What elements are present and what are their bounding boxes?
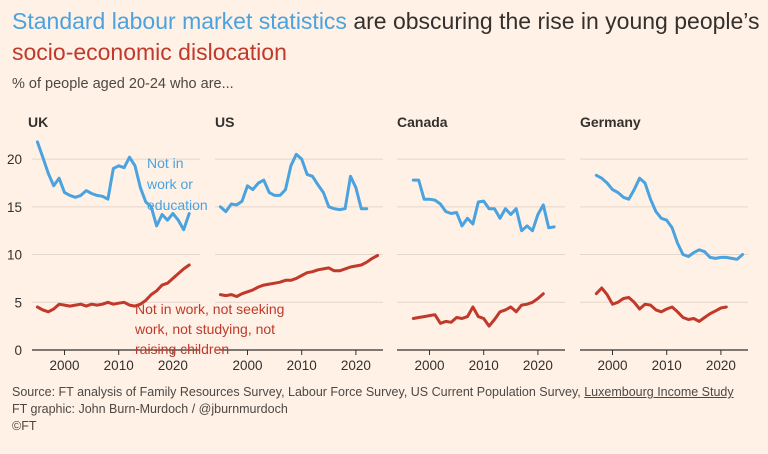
x-tick-label: 2010: [104, 358, 134, 373]
chart-title: Standard labour market statistics are ob…: [12, 6, 760, 68]
x-tick-label: 2010: [287, 358, 317, 373]
x-tick-label: 2000: [597, 358, 627, 373]
panel-title: Germany: [580, 114, 641, 130]
annotation-not-in-work-or-education: Not in: [147, 155, 184, 171]
annotation-not-in-work-not-seeking: Not in work, not seeking: [135, 301, 284, 317]
chart-footer: Source: FT analysis of Family Resources …: [12, 384, 762, 435]
x-tick-label: 2010: [652, 358, 682, 373]
y-tick-label: 0: [14, 343, 22, 358]
series-line-not-in-work-or-education: [411, 178, 556, 233]
graphic-credit: FT graphic: John Burn-Murdoch / @jburnmu…: [12, 402, 288, 416]
x-tick-label: 2020: [523, 358, 553, 373]
chart-canvas: 0 5 10 15 20 2000 2010 2020 UK 2000 2010 2020 US 2000…: [7, 114, 748, 373]
x-tick-label: 2000: [414, 358, 444, 373]
title-text: are obscuring the rise in young people’s: [346, 8, 760, 34]
annotation-not-in-work-or-education: work or: [146, 176, 193, 192]
x-tick-label: 2020: [706, 358, 736, 373]
x-tick-label: 2020: [158, 358, 188, 373]
title-highlight-red: socio-economic dislocation: [12, 39, 287, 65]
series-line-not-in-work-or-education: [35, 140, 191, 232]
annotation-not-in-work-not-seeking: raising children: [135, 341, 229, 357]
annotation-not-in-work-or-education: education: [147, 197, 208, 213]
x-tick-label: 2000: [232, 358, 262, 373]
panel-title: US: [215, 114, 234, 130]
x-tick-label: 2010: [469, 358, 499, 373]
source-line: Source: FT analysis of Family Resources …: [12, 384, 762, 401]
source-text: Source: FT analysis of Family Resources …: [12, 385, 585, 399]
y-tick-label: 15: [7, 200, 22, 215]
series-line-not-in-work-or-education: [594, 173, 745, 261]
x-tick-label: 2020: [341, 358, 371, 373]
annotation-not-in-work-not-seeking: work, not studying, not: [134, 321, 275, 337]
y-tick-label: 20: [7, 152, 22, 167]
chart-subtitle: % of people aged 20-24 who are...: [12, 76, 234, 92]
y-tick-label: 5: [14, 295, 22, 310]
series-line-not-in-work-not-seeking: [411, 292, 545, 328]
panel-title: UK: [28, 114, 48, 130]
x-tick-label: 2000: [49, 358, 79, 373]
copyright: ©FT: [12, 419, 37, 433]
panel-title: Canada: [397, 114, 448, 130]
series-line-not-in-work-not-seeking: [35, 263, 191, 314]
series-line-not-in-work-not-seeking: [218, 254, 380, 298]
source-link[interactable]: Luxembourg Income Study: [584, 385, 734, 399]
series-line-not-in-work-or-education: [218, 152, 369, 214]
title-highlight-blue: Standard labour market statistics: [12, 8, 347, 34]
series-line-not-in-work-not-seeking: [594, 286, 728, 323]
y-tick-label: 10: [7, 248, 22, 263]
